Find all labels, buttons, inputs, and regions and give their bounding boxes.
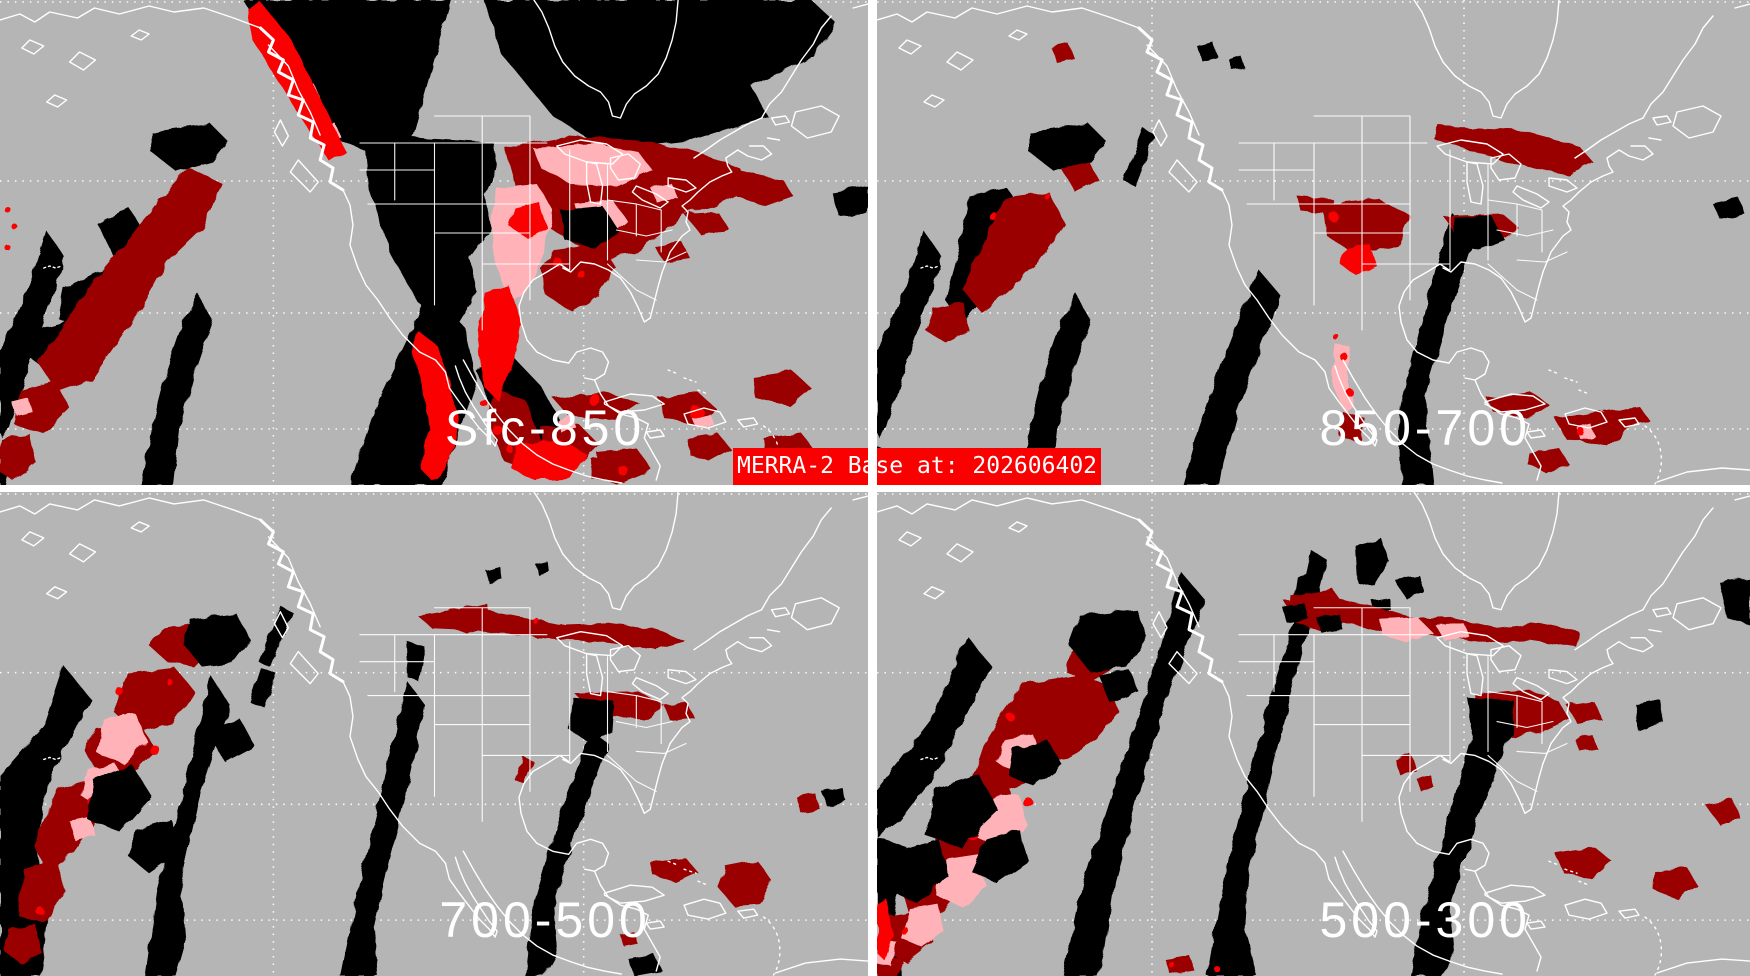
panel-label-sfc-850: Sfc-850	[444, 400, 646, 456]
panel-850-700: 850-700	[877, 0, 1750, 485]
panel-sfc-850: Sfc-850	[0, 0, 868, 485]
panel-label-500-300: 500-300	[1319, 892, 1531, 948]
map-850-700	[877, 0, 1750, 485]
panel-divider-horizontal	[0, 485, 1750, 492]
map-500-300	[877, 492, 1750, 976]
map-layer-moderate	[35, 618, 540, 916]
map-layer-no-data-over	[890, 603, 1515, 976]
panel-label-850-700: 850-700	[1319, 400, 1531, 456]
map-layer-no-data-over	[560, 206, 621, 248]
map-layer-moderate	[989, 193, 1585, 436]
timestamp-banner: MERRA-2 Base at: 202606402	[733, 448, 1101, 485]
map-layer-light	[69, 713, 149, 841]
map-sfc-850	[0, 0, 868, 485]
map-layer-no-data-over	[1455, 215, 1505, 250]
map-layer-moderate	[877, 713, 1220, 973]
panel-700-500: 700-500	[0, 492, 868, 976]
panel-500-300: 500-300	[877, 492, 1750, 976]
map-700-500	[0, 492, 868, 976]
panel-label-700-500: 700-500	[439, 892, 651, 948]
map-layer-no-data	[877, 539, 1750, 976]
